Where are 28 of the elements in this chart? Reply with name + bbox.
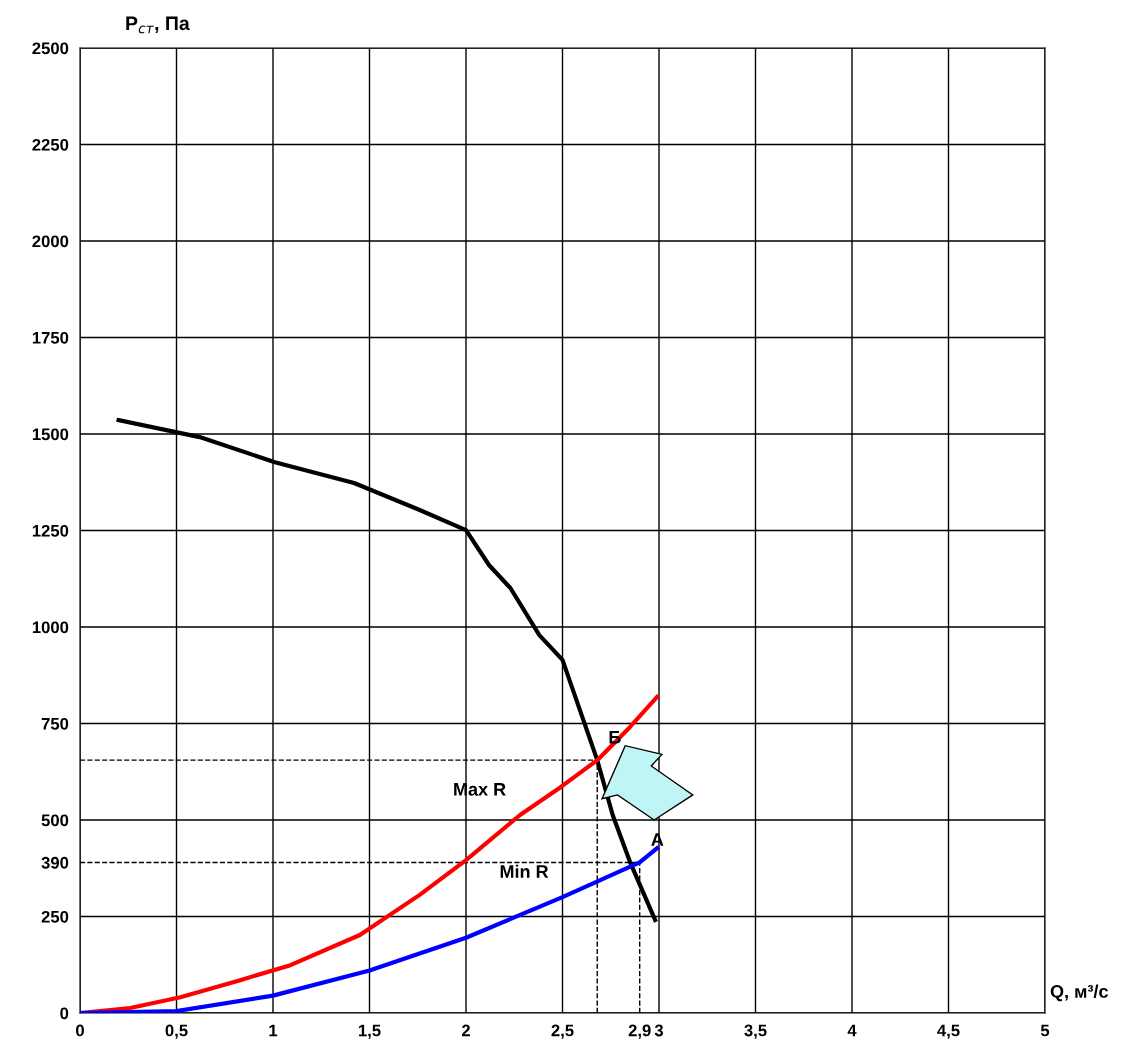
series-label: Min R [500,864,549,878]
x-tick-label: 1,5 [358,1024,381,1039]
y-tick-label: 250 [41,910,69,923]
x-tick-label: 5 [1040,1024,1050,1037]
x-tick-label: 2 [461,1024,470,1037]
x-tick-label: 2,5 [551,1024,574,1039]
x-axis-title: Q, м³/с [1050,984,1108,1002]
x-tick-label: 4 [847,1024,857,1037]
y-tick-label: 750 [41,717,69,730]
y-axis-title: P$_{ст}$, Па [126,16,190,34]
y-tick-label: 1500 [32,428,69,441]
y-tick-label: 1750 [32,331,69,344]
line-series [80,846,660,1013]
y-tick-label: 1000 [32,621,69,634]
y-tick-label: 500 [41,814,69,827]
x-tick-label: 3 [654,1024,664,1037]
x-tick-label: 2,9 [628,1024,651,1039]
y-tick-label: 2000 [32,235,69,248]
y-tick-label: 2250 [32,138,69,151]
x-tick-label: 3,5 [744,1024,767,1039]
y-tick-label: 390 [41,856,69,869]
x-tick-label: 4,5 [937,1024,960,1039]
y-tick-label: 2500 [32,42,69,55]
y-tick-label: 0 [60,1007,69,1020]
x-tick-label: 1 [269,1024,278,1037]
x-tick-label: 0,5 [165,1024,188,1039]
x-tick-label: 0 [76,1024,84,1037]
y-tick-label: 1250 [32,524,69,537]
